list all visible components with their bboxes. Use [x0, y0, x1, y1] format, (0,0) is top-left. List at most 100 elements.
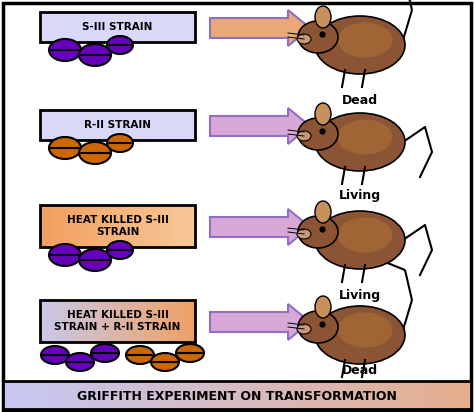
Bar: [112, 205, 118, 247]
Bar: [50, 381, 63, 409]
Bar: [50, 300, 56, 342]
Bar: [210, 312, 288, 332]
Bar: [76, 205, 82, 247]
Ellipse shape: [49, 39, 81, 61]
Bar: [133, 300, 139, 342]
Bar: [249, 381, 261, 409]
Bar: [66, 205, 72, 247]
Bar: [190, 300, 196, 342]
Text: Dead: Dead: [342, 94, 378, 106]
Ellipse shape: [66, 353, 94, 371]
Bar: [354, 381, 367, 409]
Bar: [107, 300, 113, 342]
Bar: [143, 205, 149, 247]
Bar: [3, 381, 16, 409]
Bar: [71, 205, 77, 247]
Bar: [307, 381, 320, 409]
Ellipse shape: [107, 36, 133, 54]
Polygon shape: [288, 304, 310, 340]
Ellipse shape: [315, 103, 331, 125]
Bar: [167, 381, 180, 409]
Bar: [143, 300, 149, 342]
Ellipse shape: [297, 324, 311, 334]
Bar: [330, 381, 343, 409]
Bar: [97, 300, 103, 342]
Ellipse shape: [176, 344, 204, 362]
Ellipse shape: [315, 16, 405, 74]
Bar: [202, 381, 215, 409]
Bar: [319, 381, 332, 409]
Bar: [295, 381, 308, 409]
Bar: [112, 300, 118, 342]
Bar: [128, 300, 134, 342]
Bar: [86, 205, 92, 247]
Polygon shape: [288, 209, 310, 245]
Bar: [82, 300, 88, 342]
Bar: [138, 205, 145, 247]
Bar: [61, 205, 67, 247]
Ellipse shape: [337, 119, 392, 154]
Ellipse shape: [337, 312, 392, 347]
Text: GRIFFITH EXPERIMENT ON TRANSFORMATION: GRIFFITH EXPERIMENT ON TRANSFORMATION: [77, 389, 397, 403]
Bar: [174, 205, 181, 247]
Bar: [123, 205, 129, 247]
Bar: [73, 381, 86, 409]
Bar: [180, 300, 186, 342]
Bar: [55, 205, 62, 247]
Bar: [185, 300, 191, 342]
Ellipse shape: [107, 134, 133, 152]
Bar: [190, 205, 196, 247]
Bar: [102, 205, 108, 247]
Bar: [123, 300, 129, 342]
Ellipse shape: [315, 113, 405, 171]
Bar: [144, 381, 156, 409]
Bar: [61, 300, 67, 342]
Bar: [66, 300, 72, 342]
Bar: [159, 300, 165, 342]
Bar: [185, 205, 191, 247]
Bar: [412, 381, 425, 409]
Bar: [132, 381, 145, 409]
Bar: [214, 381, 226, 409]
Bar: [62, 381, 74, 409]
Bar: [284, 381, 297, 409]
Ellipse shape: [79, 249, 111, 271]
Bar: [40, 300, 195, 342]
Bar: [91, 205, 98, 247]
Bar: [76, 300, 82, 342]
Bar: [3, 381, 471, 409]
Bar: [82, 205, 88, 247]
Bar: [133, 205, 139, 247]
Bar: [45, 205, 51, 247]
Text: HEAT KILLED S-III
STRAIN + R-II STRAIN: HEAT KILLED S-III STRAIN + R-II STRAIN: [55, 310, 181, 332]
Bar: [154, 300, 160, 342]
Bar: [40, 205, 195, 247]
Bar: [85, 381, 98, 409]
Ellipse shape: [49, 137, 81, 159]
Ellipse shape: [151, 353, 179, 371]
Ellipse shape: [126, 346, 154, 364]
Bar: [118, 205, 124, 247]
Bar: [55, 300, 62, 342]
Bar: [260, 381, 273, 409]
Bar: [447, 381, 460, 409]
Bar: [164, 300, 170, 342]
Bar: [50, 205, 56, 247]
Bar: [138, 300, 145, 342]
Ellipse shape: [79, 142, 111, 164]
Ellipse shape: [298, 118, 338, 150]
Bar: [342, 381, 355, 409]
Bar: [424, 381, 437, 409]
Bar: [38, 381, 51, 409]
Ellipse shape: [297, 34, 311, 44]
Bar: [164, 205, 170, 247]
Bar: [40, 300, 46, 342]
Polygon shape: [288, 108, 310, 144]
Bar: [86, 300, 92, 342]
Ellipse shape: [297, 229, 311, 239]
Bar: [179, 381, 191, 409]
Bar: [45, 300, 51, 342]
Text: Dead: Dead: [342, 363, 378, 377]
Bar: [180, 205, 186, 247]
Bar: [389, 381, 402, 409]
